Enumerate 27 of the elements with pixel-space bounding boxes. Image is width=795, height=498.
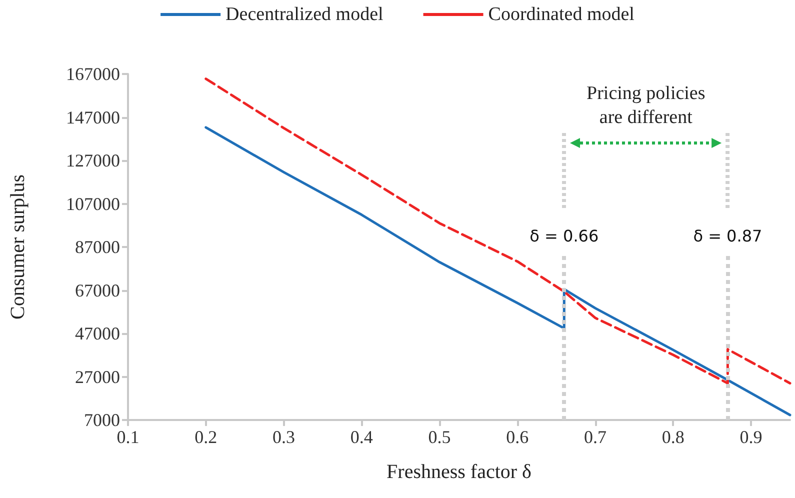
y-tick-label: 87000 <box>75 237 120 257</box>
x-tick-label: 0.1 <box>116 427 140 447</box>
x-tick-label: 0.6 <box>506 427 529 447</box>
x-tick-label: 0.2 <box>194 427 218 447</box>
y-tick-label: 127000 <box>66 150 120 170</box>
line-series <box>204 126 792 416</box>
x-tick-label: 0.8 <box>662 427 684 447</box>
x-tick-label: 0.7 <box>584 427 607 447</box>
x-tick-label: 0.5 <box>428 427 451 447</box>
legend-label: Coordinated model <box>488 4 634 25</box>
y-tick-label: 7000 <box>84 410 120 430</box>
legend-label: Decentralized model <box>226 4 384 25</box>
y-tick-label: 107000 <box>66 194 120 214</box>
x-axis-title: Freshness factor δ <box>386 461 532 483</box>
y-tick-label: 47000 <box>75 324 120 344</box>
line-series <box>204 78 792 384</box>
x-tick-label: 0.3 <box>272 427 296 447</box>
ref-line-label: δ = 0.87 <box>693 226 762 246</box>
y-tick-label: 167000 <box>66 64 120 84</box>
y-tick-label: 147000 <box>66 107 120 128</box>
y-axis-title: Consumer surplus <box>7 174 29 320</box>
ref-line-label: δ = 0.66 <box>530 226 599 246</box>
annotation: Pricing policies are different <box>586 82 706 130</box>
x-tick-label: 0.4 <box>350 427 373 447</box>
x-tick-label: 0.9 <box>740 427 762 447</box>
y-tick-label: 67000 <box>75 280 120 300</box>
y-tick-label: 27000 <box>75 366 120 387</box>
